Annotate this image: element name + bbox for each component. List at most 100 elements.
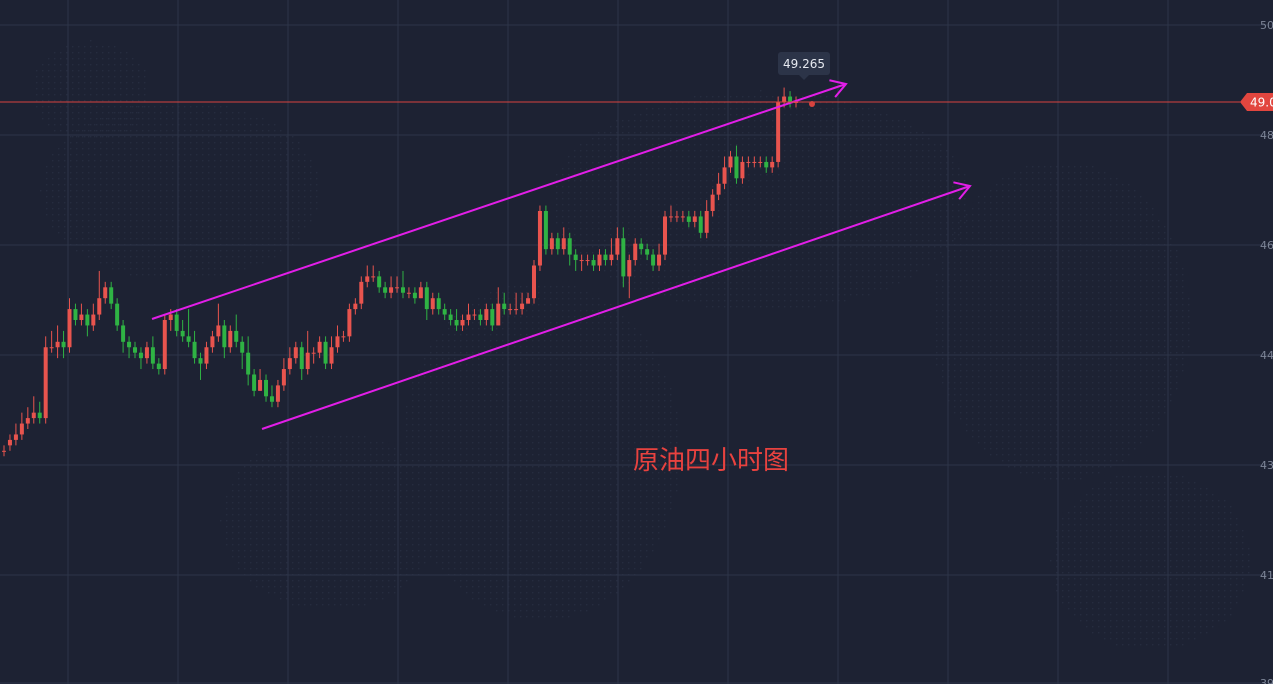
candle-body: [79, 314, 84, 320]
candle-body: [752, 161, 757, 163]
candle-body: [466, 314, 471, 320]
y-tick-label: 44: [1260, 349, 1273, 362]
last-price-dot: [809, 101, 815, 107]
candle-body: [55, 341, 60, 348]
candle-body: [186, 336, 191, 342]
candle-body: [770, 161, 775, 168]
candle-body: [133, 347, 138, 353]
candle-body: [37, 412, 42, 419]
candle-body: [448, 314, 453, 320]
candle-body: [514, 309, 519, 311]
candle-body: [406, 292, 411, 294]
candle-body: [43, 347, 48, 419]
candle-body: [168, 314, 173, 320]
y-tick-label: 50: [1260, 19, 1273, 32]
candle-body: [603, 254, 608, 261]
candle-body: [633, 243, 638, 261]
candle-body: [323, 341, 328, 364]
candle-body: [424, 287, 429, 310]
candle-body: [311, 352, 316, 354]
y-tick-label: 46: [1260, 239, 1273, 252]
candle-body: [150, 347, 155, 364]
price-tag-shape: [1240, 93, 1273, 111]
candle-body: [162, 320, 167, 370]
candle-body: [627, 260, 632, 277]
candle-body: [103, 287, 108, 299]
candle-body: [258, 379, 263, 391]
channel-upper-line-arrowhead: [829, 79, 848, 98]
y-axis-ticks: 50 48 46 44 43 41 39: [1260, 19, 1273, 684]
candle-body: [651, 254, 656, 266]
current-price-line: [0, 101, 1240, 107]
candle-body: [764, 161, 769, 168]
candle-body: [526, 298, 531, 304]
candle-body: [115, 303, 120, 326]
candle-body: [710, 194, 715, 211]
candle-body: [657, 254, 662, 266]
candle-body: [746, 161, 751, 163]
candle-body: [454, 320, 459, 326]
candle-body: [377, 276, 382, 288]
candle-body: [663, 216, 668, 255]
candle-body: [508, 309, 513, 311]
candle-body: [395, 287, 400, 289]
candle-body: [67, 309, 72, 348]
candle-body: [585, 260, 590, 262]
candle-body: [365, 276, 370, 282]
y-tick-label: 43: [1260, 459, 1273, 472]
candle-body: [758, 161, 763, 163]
candle-body: [555, 238, 560, 250]
candle-body: [281, 369, 286, 386]
candle-body: [442, 309, 447, 315]
candle-body: [490, 309, 495, 326]
chart-annotation: 原油四小时图: [633, 446, 789, 476]
candle-body: [91, 314, 96, 326]
candle-body: [460, 320, 465, 326]
candle-body: [144, 347, 149, 359]
candle-body: [353, 303, 358, 310]
candle-body: [543, 211, 548, 250]
candle-body: [674, 216, 679, 218]
candle-body: [615, 238, 620, 255]
candle-body: [97, 298, 102, 315]
candle-body: [359, 281, 364, 304]
candle-body: [347, 309, 352, 337]
candle-body: [240, 341, 245, 353]
channel-lower-line: [261, 185, 971, 430]
candle-body: [686, 216, 691, 222]
candle-body: [782, 96, 787, 102]
high-tooltip-pointer: [799, 75, 809, 80]
candle-body: [198, 358, 203, 364]
candle-body: [698, 216, 703, 233]
candlestick-series: [2, 87, 799, 457]
candle-body: [788, 96, 793, 102]
candle-body: [776, 102, 781, 162]
candle-body: [121, 325, 126, 342]
channel-lower-line-arrowhead: [953, 181, 972, 200]
candle-body: [692, 216, 697, 222]
candle-body: [305, 352, 310, 370]
candle-body: [234, 330, 239, 342]
candle-body: [2, 450, 6, 452]
candle-body: [109, 287, 114, 304]
candle-body: [156, 363, 161, 370]
candle-body: [472, 314, 477, 316]
candle-body: [180, 330, 185, 337]
candle-body: [299, 347, 304, 370]
candle-body: [341, 336, 346, 338]
candle-body: [127, 341, 132, 348]
candle-body: [275, 385, 280, 402]
channel-upper-line: [151, 83, 847, 320]
candle-body: [430, 298, 435, 310]
candle-body: [478, 314, 483, 320]
candle-body: [138, 352, 143, 359]
candle-body: [579, 260, 584, 262]
candle-body: [734, 156, 739, 179]
candle-body: [668, 216, 673, 218]
y-tick-label: 39: [1260, 677, 1273, 684]
candle-body: [13, 434, 18, 440]
candle-body: [621, 238, 626, 277]
candle-body: [228, 330, 233, 348]
candle-body: [246, 352, 251, 375]
